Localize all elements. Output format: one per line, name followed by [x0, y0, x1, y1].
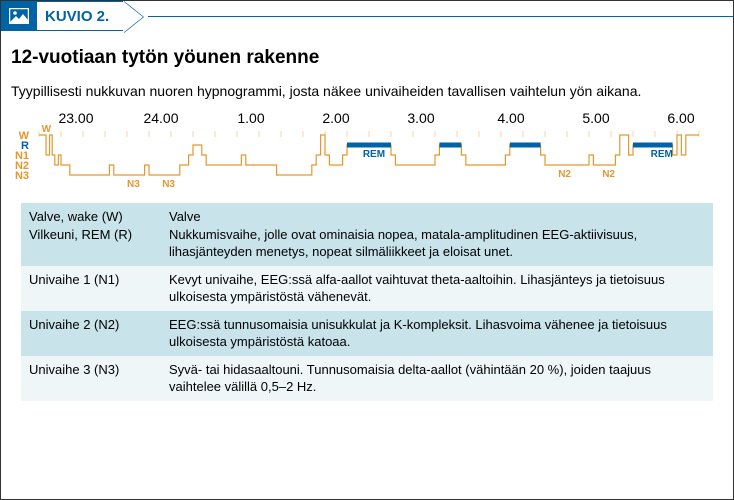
header-divider	[148, 16, 733, 17]
svg-text:1.00: 1.00	[237, 110, 264, 126]
svg-text:3.00: 3.00	[407, 110, 434, 126]
svg-text:N2: N2	[558, 169, 571, 180]
figure-title: 12-vuotiaan tytön yöunen rakenne	[11, 47, 723, 69]
svg-text:N2: N2	[602, 169, 615, 180]
figure-number-label: KUVIO 2.	[37, 1, 123, 31]
svg-text:REM: REM	[651, 149, 673, 160]
table-term: Univaihe 1 (N1)	[21, 266, 161, 311]
svg-text:24.00: 24.00	[143, 110, 178, 126]
svg-text:2.00: 2.00	[322, 110, 349, 126]
svg-text:4.00: 4.00	[497, 110, 524, 126]
table-definition: EEG:ssä tunnusomaisia unisukkulat ja K-k…	[161, 311, 713, 356]
svg-text:5.00: 5.00	[582, 110, 609, 126]
table-term: Valve, wake (W)Vilkeuni, REM (R)	[21, 203, 161, 266]
figure-header: KUVIO 2.	[1, 1, 733, 31]
table-definition: ValveNukkumisvaihe, jolle ovat ominaisia…	[161, 203, 713, 266]
table-definition: Kevyt univaihe, EEG:ssä alfa-aallot vaih…	[161, 266, 713, 311]
svg-text:W: W	[42, 124, 52, 135]
figure-subtitle: Tyypillisesti nukkuvan nuoren hypnogramm…	[11, 83, 723, 99]
table-term: Univaihe 3 (N3)	[21, 356, 161, 401]
svg-text:6.00: 6.00	[667, 110, 694, 126]
image-icon	[1, 1, 37, 31]
stage-definitions-table: Valve, wake (W)Vilkeuni, REM (R)ValveNuk…	[21, 203, 713, 401]
svg-text:N3: N3	[127, 179, 140, 190]
table-definition: Syvä- tai hidasaaltouni. Tunnusomaisia d…	[161, 356, 713, 401]
hypnogram-chart: 23.0024.001.002.003.004.005.006.00WRN1N2…	[11, 109, 723, 197]
svg-text:23.00: 23.00	[58, 110, 93, 126]
svg-text:N3: N3	[15, 170, 29, 182]
table-term: Univaihe 2 (N2)	[21, 311, 161, 356]
svg-text:N3: N3	[162, 179, 175, 190]
svg-text:REM: REM	[363, 149, 385, 160]
